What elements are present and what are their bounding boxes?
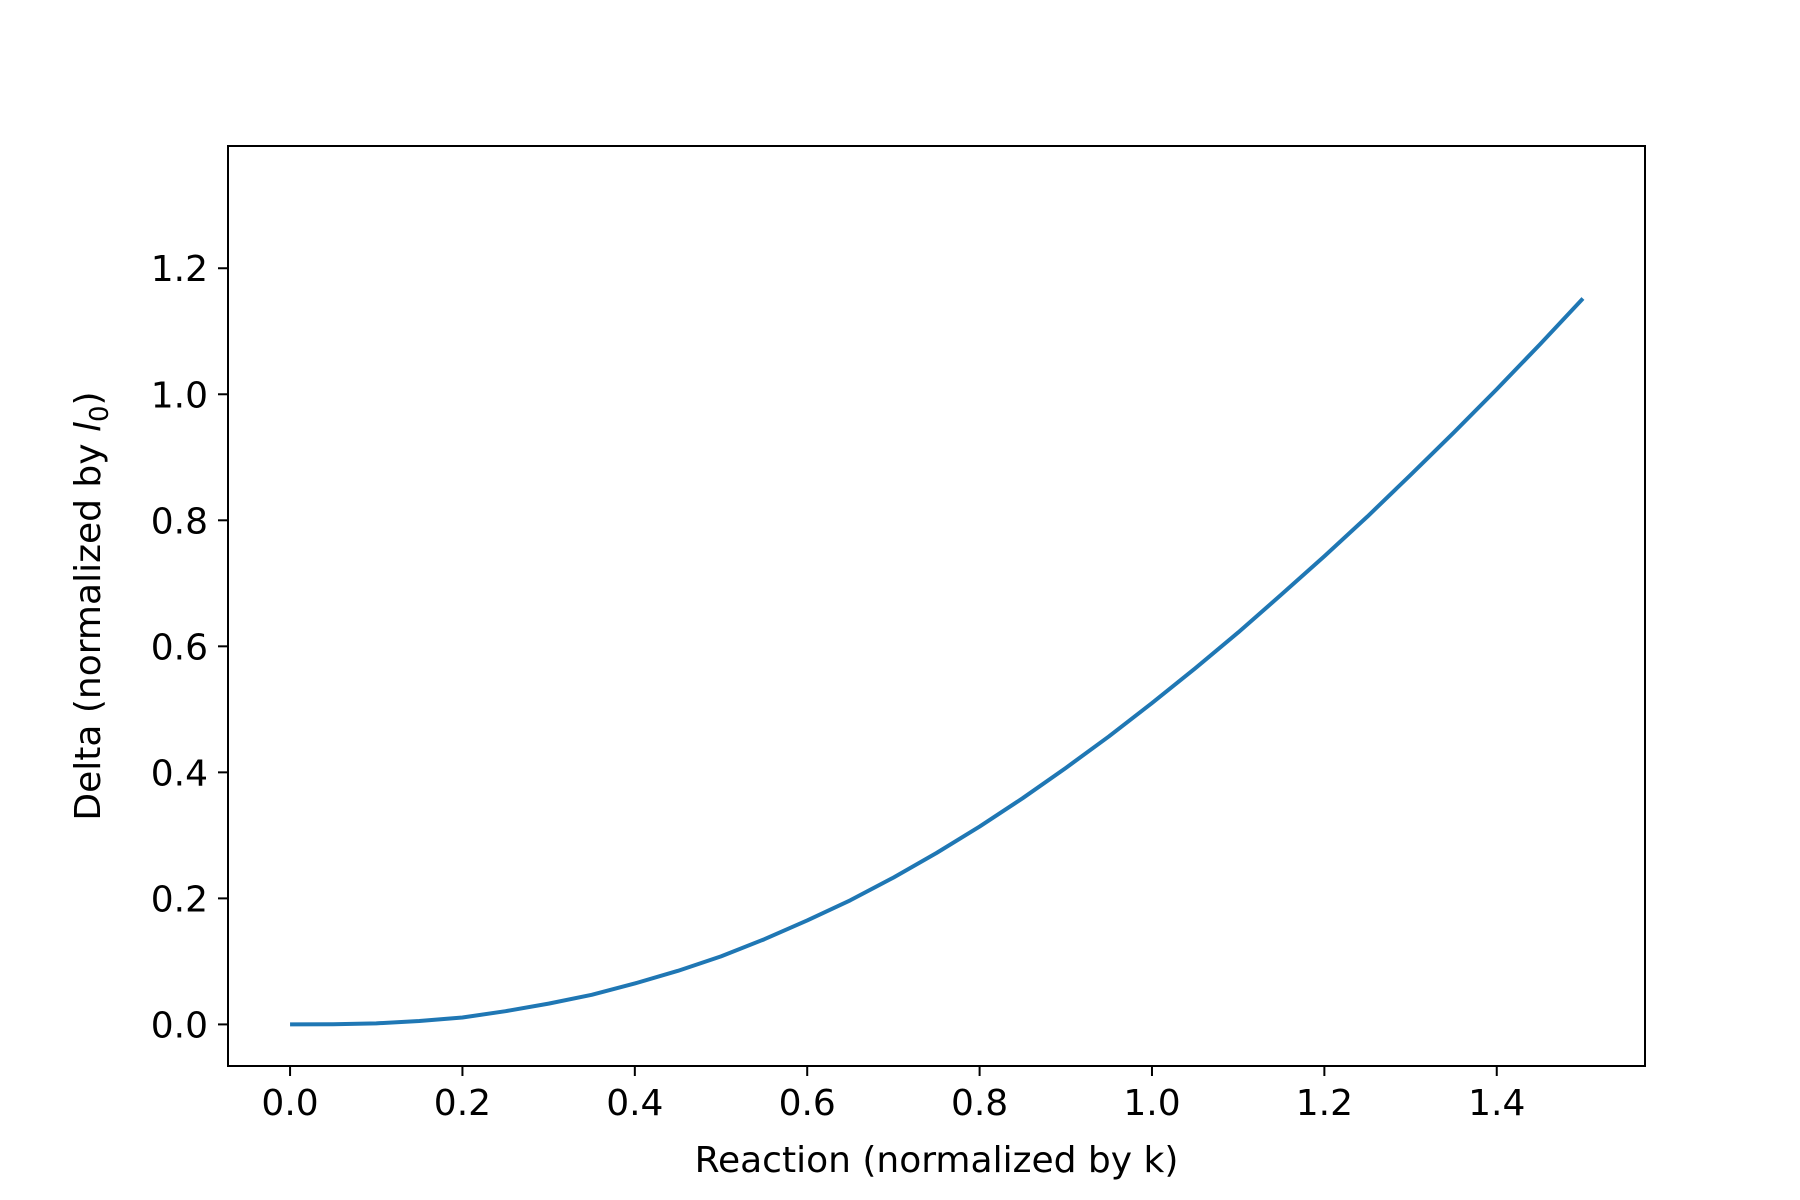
x-tick-label: 1.4 (1468, 1083, 1525, 1124)
y-axis-label-suffix: ) (68, 391, 109, 405)
x-axis-ticks: 0.0 0.2 0.4 0.6 0.8 1.0 1.2 1.4 (261, 1066, 1525, 1124)
x-tick-label: 1.0 (1123, 1083, 1180, 1124)
plot-area (290, 297, 1585, 1027)
y-axis-ticks: 0.0 0.2 0.4 0.6 0.8 1.0 1.2 (151, 249, 228, 1046)
y-tick-label: 1.0 (151, 375, 208, 416)
series-line (290, 297, 1585, 1027)
y-tick-label: 0.8 (151, 501, 208, 542)
x-tick-label: 0.8 (951, 1083, 1008, 1124)
y-tick-label: 0.0 (151, 1005, 208, 1046)
y-axis-label-sub: 0 (85, 405, 115, 422)
x-tick-label: 0.6 (779, 1083, 836, 1124)
y-axis-label-var: l (68, 422, 109, 432)
x-tick-label: 0.0 (261, 1083, 318, 1124)
x-tick-label: 0.4 (606, 1083, 663, 1124)
x-tick-label: 0.2 (434, 1083, 491, 1124)
y-tick-label: 1.2 (151, 249, 208, 290)
y-tick-label: 0.4 (151, 753, 208, 794)
y-tick-label: 0.2 (151, 879, 208, 920)
y-axis-label-prefix: Delta (normalized by (68, 432, 109, 821)
axes-frame (227, 145, 1646, 1067)
x-axis-label: Reaction (normalized by k) (695, 1140, 1179, 1181)
y-axis-label: Delta (normalized by l0) (68, 391, 115, 820)
y-tick-label: 0.6 (151, 627, 208, 668)
x-tick-label: 1.2 (1296, 1083, 1353, 1124)
